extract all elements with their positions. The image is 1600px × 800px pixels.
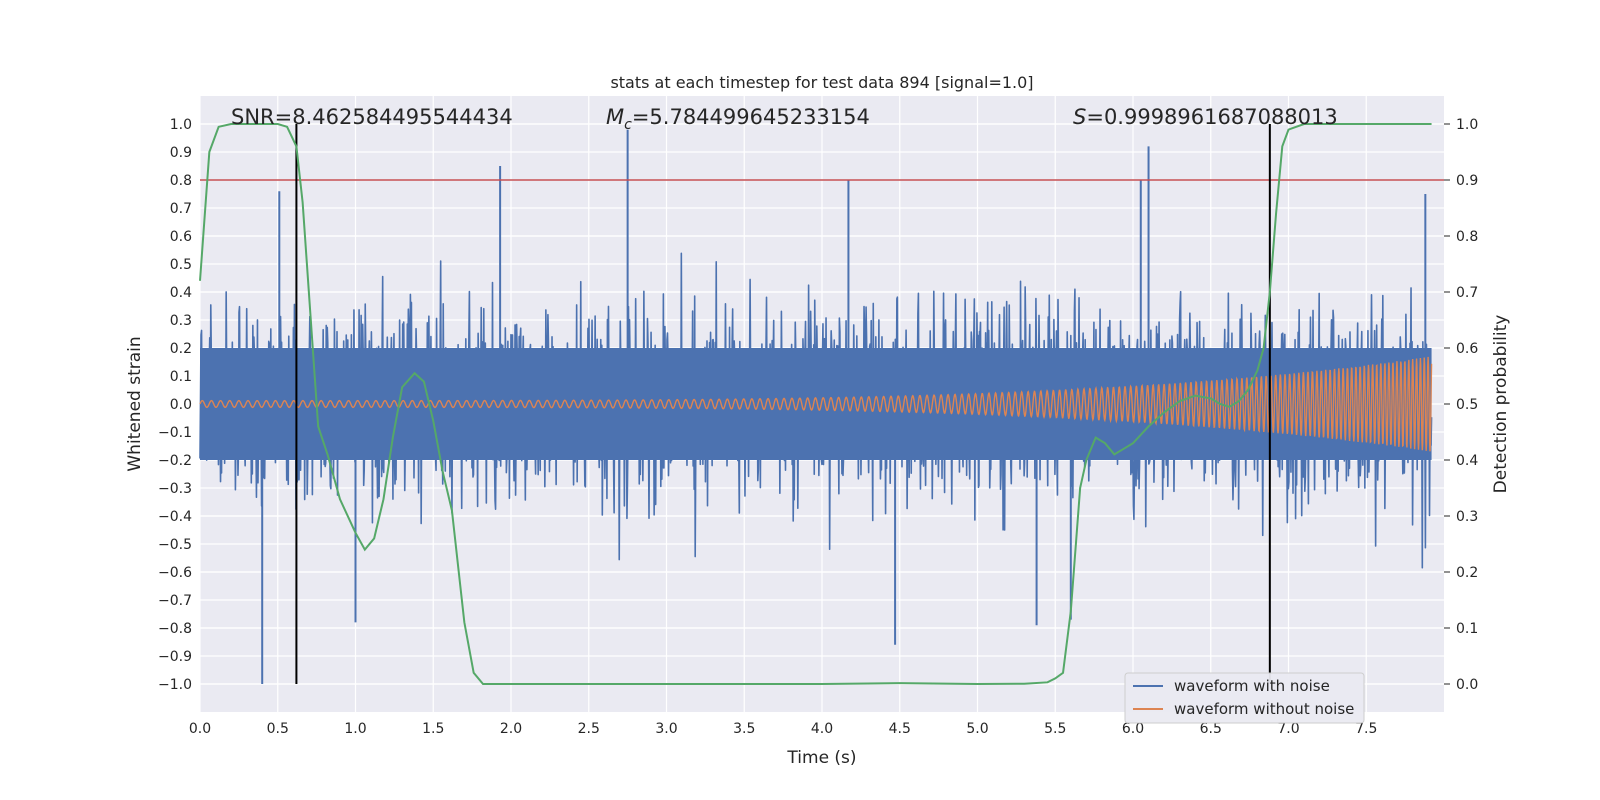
chirp-mass-value: =5.784499645233154	[632, 105, 870, 129]
y-tick-label: 0.0	[170, 397, 192, 413]
y-tick-label: 0.3	[170, 313, 192, 329]
y-tick-label: 0.8	[170, 173, 192, 189]
y-axis-label: Whitened strain	[125, 336, 145, 471]
x-tick-label: 0.0	[189, 721, 211, 737]
y2-tick-label: 0.0	[1456, 677, 1478, 693]
x-tick-label: 4.0	[811, 721, 833, 737]
y2-tick-label: 0.7	[1456, 285, 1478, 301]
signal-trace	[199, 356, 1433, 452]
y-tick-label: 0.7	[170, 201, 192, 217]
event-markers	[295, 124, 1271, 684]
y-tick-label: 0.1	[170, 369, 192, 385]
chart-title: stats at each timestep for test data 894…	[610, 73, 1033, 92]
y2-tick-label: 0.4	[1456, 453, 1478, 469]
y2-tick-label: 0.6	[1456, 341, 1478, 357]
chirp-mass-subscript: c	[624, 117, 632, 133]
y-tick-label: 0.4	[170, 285, 192, 301]
noise-core-band	[200, 348, 1432, 460]
y-tick-label: −0.9	[158, 649, 192, 665]
y2-tick-label: 0.5	[1456, 397, 1478, 413]
x-tick-label: 5.5	[1044, 721, 1066, 737]
x-tick-label: 3.5	[733, 721, 755, 737]
x-tick-label: 5.0	[966, 721, 988, 737]
y-tick-label: −0.3	[158, 481, 192, 497]
y2-axis-label: Detection probability	[1491, 315, 1511, 494]
x-tick-label: 4.5	[889, 721, 911, 737]
detection-score-symbol: S	[1073, 105, 1086, 129]
legend-noise-label: waveform with noise	[1174, 677, 1330, 695]
legend-box	[1124, 672, 1365, 724]
snr-annotation: SNR=8.462584495544434	[231, 105, 513, 129]
legend-signal-label: waveform without noise	[1174, 700, 1354, 718]
chirp-mass-annotation: Mc=5.784499645233154	[606, 105, 870, 133]
x-tick-label: 2.5	[578, 721, 600, 737]
y-tick-label: 0.2	[170, 341, 192, 357]
x-tick-label: 6.0	[1122, 721, 1144, 737]
y2-tick-label: 0.3	[1456, 509, 1478, 525]
chirp-mass-symbol: M	[606, 105, 624, 129]
y-tick-label: −0.2	[158, 453, 192, 469]
y-tick-label: −0.1	[158, 425, 192, 441]
y2-tick-label: 0.9	[1456, 173, 1478, 189]
y-tick-label: 0.5	[170, 257, 192, 273]
y-tick-label: −0.7	[158, 593, 192, 609]
detection-score-annotation: S=0.9998961687088013	[1073, 105, 1338, 129]
x-tick-label: 1.0	[344, 721, 366, 737]
y-tick-label: −0.4	[158, 509, 192, 525]
x-tick-label: 6.5	[1200, 721, 1222, 737]
y-tick-label: 1.0	[170, 117, 192, 133]
signal-series	[199, 356, 1433, 452]
legend: waveform with noise waveform without noi…	[1124, 672, 1365, 724]
y-tick-label: −0.8	[158, 621, 192, 637]
y-tick-label: −1.0	[158, 677, 192, 693]
detection-score-value: =0.9998961687088013	[1086, 105, 1337, 129]
axis-ticks: 1.0 0.9 0.8 0.7 0.6 0.5 0.4 0.3 0.2 0.1 0.0 −0.1 −0.…	[158, 117, 1478, 737]
y2-tick-label: 1.0	[1456, 117, 1478, 133]
y-tick-label: −0.6	[158, 565, 192, 581]
y-tick-label: −0.5	[158, 537, 192, 553]
probability-series-line	[199, 123, 1432, 686]
y2-tick-label: 0.1	[1456, 621, 1478, 637]
x-tick-label: 7.0	[1277, 721, 1299, 737]
x-tick-label: 0.5	[267, 721, 289, 737]
y2-tick-label: 0.2	[1456, 565, 1478, 581]
x-tick-label: 2.0	[500, 721, 522, 737]
x-tick-label: 7.5	[1355, 721, 1377, 737]
y-tick-label: 0.9	[170, 145, 192, 161]
x-tick-label: 1.5	[422, 721, 444, 737]
y2-tick-label: 0.8	[1456, 229, 1478, 245]
x-axis-label: Time (s)	[786, 748, 856, 768]
y-tick-label: 0.6	[170, 229, 192, 245]
x-tick-label: 3.0	[655, 721, 677, 737]
